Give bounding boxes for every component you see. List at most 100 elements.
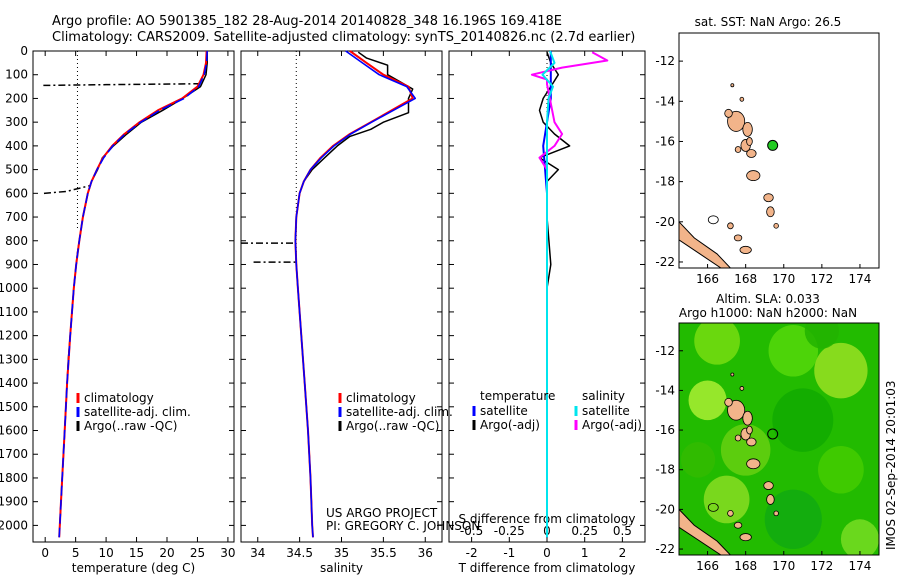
sla-anomaly-cell [688,380,727,421]
y-tick-label: 300 [5,115,28,129]
map-x-tick-label: 170 [772,272,795,286]
island-land [727,509,734,517]
legend-header-temperature: temperature [480,389,555,403]
y-tick-label: 1500 [0,400,28,414]
x-tick-label: -2 [466,546,478,560]
y-tick-label: 800 [5,234,28,248]
y-tick-label: 1300 [0,352,28,366]
y-tick-label: 1800 [0,471,28,485]
island-land [724,108,733,118]
island-land [746,137,753,146]
x-tick-label: 34 [250,546,265,560]
sla-anomaly-cell [772,388,834,452]
y-tick-label: 200 [5,91,28,105]
legend-entry: Argo(-adj) [480,418,540,432]
map-frame [678,32,880,269]
island-land [746,437,757,447]
figure-title-line2: Climatology: CARS2009. Satellite-adjuste… [52,30,636,45]
island-land [727,399,746,421]
map-y-tick-label: -14 [655,94,675,108]
map-y-tick-label: -20 [655,502,675,516]
argo-salinity-difference-line [530,51,609,171]
y-tick-label: 1200 [0,329,28,343]
top-x-tick-label: -0.25 [494,524,525,538]
y-tick-label: 600 [5,186,28,200]
island-land [739,245,752,254]
map-frame [678,322,880,556]
map-content [679,323,879,555]
island-land [746,458,761,470]
map-x-tick-label: 168 [734,272,757,286]
island-land [739,96,745,102]
figure-title-line1: Argo profile: AO 5901385_182 28-Aug-2014… [52,14,562,29]
plot-frame [240,50,443,543]
y-tick-label: 1400 [0,376,28,390]
sla-anomaly-cell [703,475,750,524]
x-tick-label: 34.5 [286,546,313,560]
island-outline [707,503,719,512]
x-tick-label: 25 [190,546,205,560]
x-tick-label: 2 [619,546,627,560]
sla-anomaly-cell [768,324,819,377]
legend-entry: satellite-adj. clim. [84,405,191,419]
island-land [734,434,742,442]
map-x-tick-label: 174 [848,559,871,573]
map-y-tick-label: -12 [655,344,675,358]
isotherm-marker [43,82,200,87]
sla-anomaly-cell [840,519,879,555]
legend-entry: satellite [480,404,528,418]
top-x-tick-label: 0.25 [571,524,598,538]
island-land [734,146,742,153]
island-land [742,121,753,137]
satellite-salinity-line [294,50,417,538]
island-land [766,206,775,218]
map-x-tick-label: 172 [810,559,833,573]
x-tick-label: 10 [98,546,113,560]
x-tick-label: 30 [220,546,235,560]
y-tick-label: 1600 [0,424,28,438]
difference-panel: -2 -1 0 1 2T difference from climatology -0.5… [448,50,646,575]
island-land [733,521,743,529]
argo-salinity-line [294,51,414,526]
x-axis-label: salinity [320,561,363,575]
island-land [773,223,779,229]
y-tick-label: 100 [5,68,28,82]
x-axis-label: temperature (deg C) [72,561,195,575]
top-x-tick-label: 0.5 [613,524,632,538]
legend-entry: Argo(..raw -QC) [346,419,439,433]
x-tick-label: 15 [129,546,144,560]
legend-entry: Argo(..raw -QC) [84,419,177,433]
island-land [773,510,779,517]
x-tick-label: 20 [159,546,174,560]
island-land [724,397,733,407]
x-tick-label: 0 [543,546,551,560]
island-land [739,386,745,391]
x-tick-label: 1 [581,546,589,560]
sla-anomaly-cell [680,441,716,478]
sla-anomaly-cell [694,323,740,365]
island-land [730,83,735,88]
x-axis-label: T difference from climatology [458,561,636,575]
island-land [733,234,743,242]
island-land [763,481,774,490]
sla-anomaly-cell [814,342,868,399]
argo-float-marker [767,428,779,440]
climatology-temperature-line [58,50,208,538]
y-tick-label: 700 [5,210,28,224]
map-y-tick-label: -16 [655,134,675,148]
y-tick-label: 1900 [0,495,28,509]
sla-anomaly-cell [764,489,822,550]
satellite-salinity-difference-line [541,50,556,538]
map-x-tick-label: 174 [848,272,871,286]
sla-anomaly-cell [804,323,839,349]
legend-entry: satellite [582,404,630,418]
temperature-panel: 0 5 10 15 20 25 300100200300400500600700800900… [0,44,236,575]
x-tick-label: -1 [503,546,515,560]
new-caledonia-land [679,221,732,268]
map-y-tick-label: -22 [655,542,675,556]
y-tick-label: 900 [5,257,28,271]
island-land [746,170,761,182]
map-y-tick-label: -12 [655,54,675,68]
salinity-panel: 34 34.5 35 35.5 36 salinity climatologysatelli… [240,50,453,575]
